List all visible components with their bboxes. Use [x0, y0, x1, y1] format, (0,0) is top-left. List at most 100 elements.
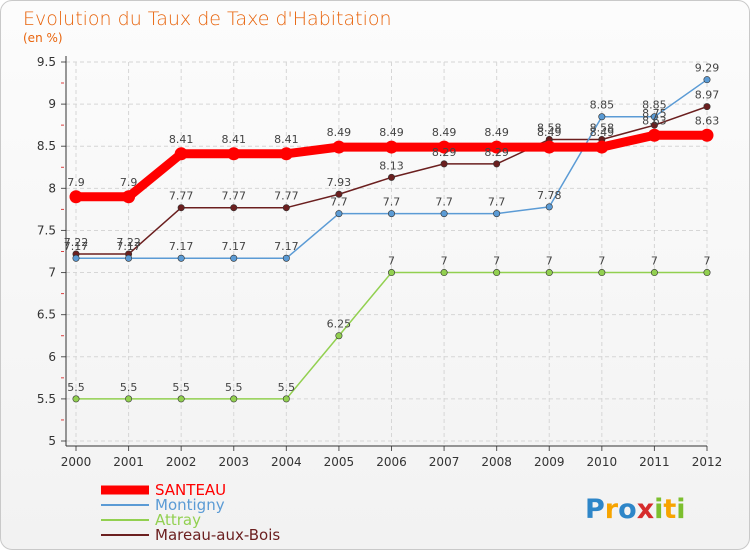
point-montigny [177, 254, 185, 262]
data-label-mareau-aux-bois: 8.29 [484, 146, 509, 159]
x-tick-label: 2000 [61, 455, 92, 469]
data-label-santeau: 8.41 [222, 133, 247, 146]
point-attray [72, 395, 80, 403]
y-tick-label: 6.5 [37, 308, 56, 322]
point-attray [125, 395, 133, 403]
point-santeau [385, 140, 398, 154]
point-montigny [703, 76, 711, 84]
data-label-montigny: 7.17 [222, 240, 247, 253]
x-tick-label: 2008 [481, 455, 512, 469]
data-label-montigny: 7.7 [488, 196, 506, 209]
point-attray [703, 269, 711, 277]
point-mareau-aux-bois [335, 190, 343, 198]
data-label-montigny: 9.29 [695, 62, 720, 75]
data-label-santeau: 7.9 [120, 176, 138, 189]
point-santeau [174, 147, 188, 161]
y-tick-label: 8 [48, 181, 56, 195]
y-tick-label: 8.5 [37, 139, 56, 153]
data-labels: 5.5 5.5 5.5 5.5 5.5 6.25 7 7 7 7 7 7 7 7.22 7.22 7.77 7.… [64, 62, 720, 394]
point-attray [493, 269, 501, 277]
data-label-attray: 7 [441, 255, 448, 268]
data-label-mareau-aux-bois: 7.22 [64, 236, 89, 249]
data-label-mareau-aux-bois: 7.77 [169, 190, 194, 203]
data-label-attray: 5.5 [120, 381, 138, 394]
point-santeau [332, 140, 346, 154]
point-montigny [598, 113, 606, 121]
data-label-santeau: 8.49 [432, 126, 457, 139]
data-label-attray: 5.5 [67, 381, 85, 394]
legend-label-attray: Attray [155, 511, 201, 529]
point-attray [282, 395, 290, 403]
data-label-santeau: 8.49 [484, 126, 509, 139]
x-tick-label: 2009 [534, 455, 565, 469]
point-attray [545, 269, 553, 277]
data-label-santeau: 8.41 [169, 133, 194, 146]
data-label-montigny: 8.85 [642, 99, 667, 112]
point-attray [440, 269, 448, 277]
proxiti-logo: Proxiti [585, 494, 686, 525]
point-mareau-aux-bois [703, 103, 711, 111]
data-label-attray: 7 [704, 255, 711, 268]
point-montigny [387, 210, 395, 218]
data-label-mareau-aux-bois: 8.58 [537, 121, 562, 134]
point-attray [387, 269, 395, 277]
y-tick-label: 9.5 [37, 55, 56, 69]
legend-label-mareau-aux-bois: Mareau-aux-Bois [155, 526, 280, 544]
y-tick-label: 5 [48, 434, 56, 448]
point-mareau-aux-bois [650, 121, 658, 129]
data-label-attray: 7 [388, 255, 395, 268]
y-tick-label: 7.5 [37, 223, 56, 237]
data-label-mareau-aux-bois: 7.77 [222, 190, 247, 203]
data-label-attray: 7 [493, 255, 500, 268]
data-label-attray: 7 [598, 255, 605, 268]
point-montigny [440, 210, 448, 218]
point-santeau [490, 140, 504, 154]
data-label-santeau: 8.49 [537, 126, 562, 139]
data-label-attray: 7 [546, 255, 553, 268]
data-label-santeau: 8.63 [695, 114, 720, 127]
point-santeau [227, 147, 241, 161]
point-attray [650, 269, 658, 277]
data-label-mareau-aux-bois: 7.77 [274, 190, 299, 203]
x-tick-label: 2012 [692, 455, 723, 469]
x-tick-label: 2006 [376, 455, 407, 469]
point-mareau-aux-bois [177, 204, 185, 212]
point-mareau-aux-bois [493, 160, 501, 168]
data-label-mareau-aux-bois: 8.13 [379, 159, 404, 172]
data-label-mareau-aux-bois: 8.75 [642, 107, 667, 120]
point-santeau [542, 140, 556, 154]
grid [66, 61, 708, 446]
point-attray [230, 395, 238, 403]
y-tick-label: 6 [48, 350, 56, 364]
data-label-mareau-aux-bois: 8.97 [695, 89, 720, 102]
point-montigny [493, 210, 501, 218]
chart-title: Evolution du Taux de Taxe d'Habitation [23, 8, 392, 30]
y-tick-label: 9 [48, 97, 56, 111]
data-label-santeau: 8.41 [274, 133, 299, 146]
data-label-attray: 6.25 [327, 318, 352, 331]
data-label-mareau-aux-bois: 7.22 [116, 236, 141, 249]
data-label-montigny: 7.7 [383, 196, 401, 209]
point-santeau [700, 128, 714, 142]
y-tick-label: 5.5 [37, 392, 56, 406]
x-tick-label: 2001 [113, 455, 144, 469]
data-label-mareau-aux-bois: 8.29 [432, 146, 457, 159]
point-montigny [125, 254, 133, 262]
data-label-santeau: 8.49 [590, 126, 615, 139]
point-mareau-aux-bois [230, 204, 238, 212]
data-label-santeau: 8.63 [642, 114, 667, 127]
data-label-attray: 5.5 [172, 381, 190, 394]
data-label-montigny: 7.7 [330, 196, 348, 209]
point-montigny [335, 210, 343, 218]
series [69, 76, 714, 403]
point-mareau-aux-bois [440, 160, 448, 168]
data-label-santeau: 7.9 [67, 176, 85, 189]
data-label-attray: 7 [651, 255, 658, 268]
axes: 5 5.5 6 6.5 7 7.5 8 8.5 9 9.5 2000 2001 2002 2003 2004… [37, 55, 722, 469]
data-label-attray: 5.5 [278, 381, 296, 394]
data-label-montigny: 7.7 [435, 196, 453, 209]
data-label-mareau-aux-bois: 7.93 [327, 176, 352, 189]
data-label-santeau: 8.49 [327, 126, 352, 139]
